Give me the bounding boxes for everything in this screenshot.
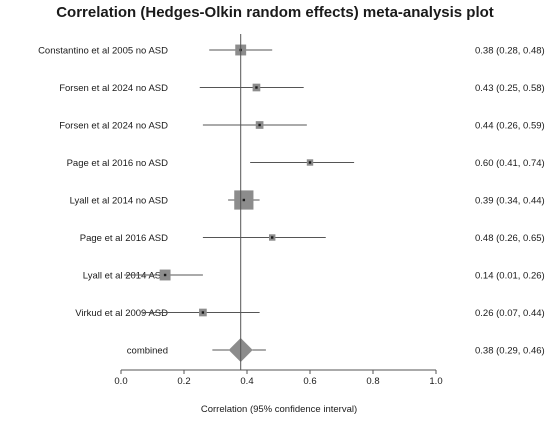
study-label: Constantino et al 2005 no ASD bbox=[38, 46, 168, 57]
study-label: Forsen et al 2024 no ASD bbox=[59, 83, 168, 94]
study-row: Virkud et al 2009 ASD 0.26 (0.07, 0.44) bbox=[75, 308, 545, 319]
x-tick-label: 0.8 bbox=[366, 376, 379, 387]
estimate-point bbox=[308, 161, 312, 164]
study-row: Forsen et al 2024 no ASD 0.43 (0.25, 0.58… bbox=[59, 83, 545, 94]
study-label: Page et al 2016 ASD bbox=[80, 233, 168, 244]
x-axis-label: Correlation (95% confidence interval) bbox=[201, 404, 357, 415]
ci-value-label: 0.43 (0.25, 0.58) bbox=[475, 83, 545, 94]
x-tick-label: 0.6 bbox=[303, 376, 316, 387]
estimate-point bbox=[271, 236, 274, 239]
study-row: Forsen et al 2024 no ASD 0.44 (0.26, 0.59… bbox=[59, 121, 545, 132]
study-label: combined bbox=[127, 346, 168, 357]
x-tick-label: 0.2 bbox=[177, 376, 190, 387]
forest-rows: Constantino et al 2005 no ASD 0.38 (0.28,… bbox=[38, 44, 545, 362]
ci-value-label: 0.26 (0.07, 0.44) bbox=[475, 308, 545, 319]
ci-value-label: 0.48 (0.26, 0.65) bbox=[475, 233, 545, 244]
x-tick-label: 1.0 bbox=[429, 376, 442, 387]
chart-title: Correlation (Hedges-Olkin random effects… bbox=[56, 4, 494, 21]
study-row: Lyall et al 2014 no ASD 0.39 (0.34, 0.44) bbox=[70, 190, 545, 210]
estimate-point bbox=[242, 198, 246, 202]
ci-value-label: 0.38 (0.29, 0.46) bbox=[475, 346, 545, 357]
estimate-point bbox=[163, 273, 167, 277]
combined-row: combined 0.38 (0.29, 0.46) bbox=[127, 338, 545, 362]
estimate-point bbox=[201, 311, 205, 314]
x-tick-label: 0.0 bbox=[114, 376, 127, 387]
study-label: Lyall et al 2014 ASD bbox=[83, 271, 168, 282]
study-label: Virkud et al 2009 ASD bbox=[75, 308, 168, 319]
study-label: Forsen et al 2024 no ASD bbox=[59, 121, 168, 132]
study-label: Lyall et al 2014 no ASD bbox=[70, 196, 169, 207]
x-axis-ticks: 0.0 0.2 0.4 0.6 0.8 1.0 bbox=[114, 370, 443, 387]
ci-value-label: 0.38 (0.28, 0.48) bbox=[475, 46, 545, 57]
study-row: Lyall et al 2014 ASD 0.14 (0.01, 0.26) bbox=[83, 269, 545, 282]
ci-value-label: 0.60 (0.41, 0.74) bbox=[475, 158, 545, 169]
ci-value-label: 0.39 (0.34, 0.44) bbox=[475, 196, 545, 207]
study-label: Page et al 2016 no ASD bbox=[67, 158, 169, 169]
study-row: Page et al 2016 ASD 0.48 (0.26, 0.65) bbox=[80, 233, 545, 244]
estimate-point bbox=[258, 123, 261, 127]
estimate-point bbox=[255, 86, 258, 89]
ci-value-label: 0.44 (0.26, 0.59) bbox=[475, 121, 545, 132]
x-tick-label: 0.4 bbox=[240, 376, 253, 387]
study-row: Page et al 2016 no ASD 0.60 (0.41, 0.74) bbox=[67, 158, 545, 169]
ci-value-label: 0.14 (0.01, 0.26) bbox=[475, 271, 545, 282]
study-row: Constantino et al 2005 no ASD 0.38 (0.28,… bbox=[38, 44, 545, 57]
